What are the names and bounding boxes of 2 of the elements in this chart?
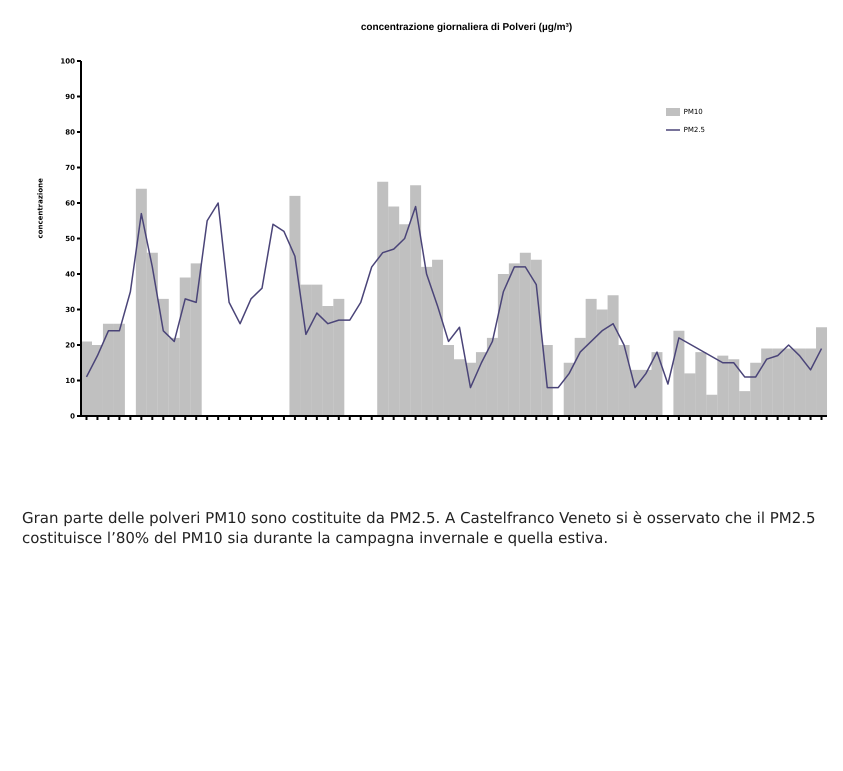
chart-title: concentrazione giornaliera di Polveri (µg/m³) [360, 22, 574, 33]
text: Gran parte delle polveri PM10 sono costituite da PM2.5. A Castelfranco Veneto si è osservato che il PM2.5 costituisce l’80% del PM10 sia durante la campagna invernale e quella estiva. [22, 508, 817, 548]
